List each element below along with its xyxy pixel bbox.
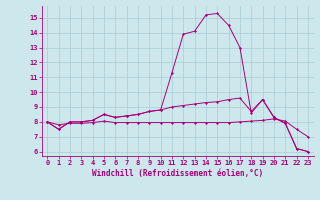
X-axis label: Windchill (Refroidissement éolien,°C): Windchill (Refroidissement éolien,°C) — [92, 169, 263, 178]
